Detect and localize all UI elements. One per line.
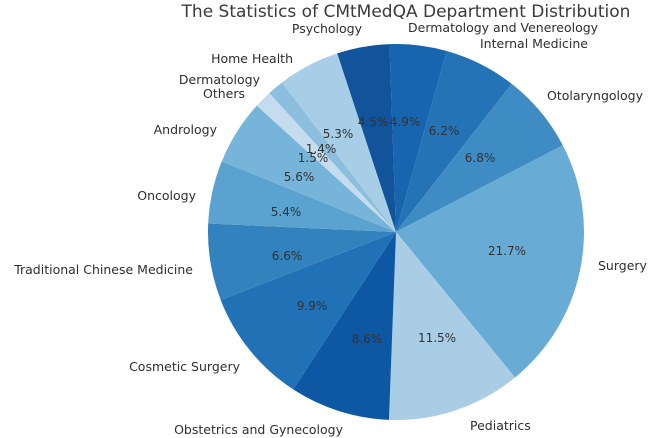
slice-pct-otolaryngology: 6.8% xyxy=(464,151,496,165)
pie-slice-andrology xyxy=(221,105,396,232)
slice-label-surgery: Surgery xyxy=(598,257,647,273)
slice-pct-internal-medicine: 6.2% xyxy=(428,124,460,138)
slice-pct-others: 1.5% xyxy=(297,151,329,165)
chart-title: The Statistics of CMtMedQA Department Di… xyxy=(181,2,631,22)
slice-label-dermatology: Dermatology xyxy=(178,71,260,87)
slice-pct-surgery: 21.7% xyxy=(487,244,527,258)
pie-slice-dermatology xyxy=(269,82,396,232)
slice-pct-oncology: 5.4% xyxy=(270,205,302,219)
slice-label-oncology: Oncology xyxy=(137,187,196,203)
slice-pct-home-health: 5.3% xyxy=(322,127,354,141)
pie-slice-home-health xyxy=(282,53,396,232)
slice-pct-cosmetic-surgery: 9.9% xyxy=(296,299,328,313)
pie-slice-otolaryngology xyxy=(396,83,563,232)
slice-label-andrology: Andrology xyxy=(153,121,217,137)
slice-label-internal-medicine: Internal Medicine xyxy=(480,35,588,51)
slice-label-traditional-chinese-medicine: Traditional Chinese Medicine xyxy=(14,261,193,277)
pie-slice-traditional-chinese-medicine xyxy=(207,223,396,300)
pie-slice-obstetrics-and-gynecology xyxy=(293,232,396,420)
slice-pct-traditional-chinese-medicine: 6.6% xyxy=(271,249,303,263)
slice-label-psychology: Psychology xyxy=(291,20,362,36)
pie-slice-others xyxy=(256,93,396,232)
slice-label-home-health: Home Health xyxy=(211,50,293,66)
slice-label-obstetrics-and-gynecology: Obstetrics and Gynecology xyxy=(174,421,343,437)
pie-slice-dermatology-and-venereology xyxy=(389,43,447,232)
slice-label-cosmetic-surgery: Cosmetic Surgery xyxy=(129,358,240,374)
slice-pct-dermatology-and-venereology: 4.9% xyxy=(389,115,421,129)
pie-slice-internal-medicine xyxy=(396,50,512,233)
slice-pct-obstetrics-and-gynecology: 8.6% xyxy=(351,332,383,346)
pie-slice-cosmetic-surgery xyxy=(220,232,396,390)
pie-slice-oncology xyxy=(208,161,396,232)
slice-pct-pediatrics: 11.5% xyxy=(417,331,457,345)
slice-label-dermatology-and-venereology: Dermatology and Venereology xyxy=(408,19,599,35)
slice-pct-psychology: 4.5% xyxy=(357,115,389,129)
pie-slice-psychology xyxy=(337,44,396,232)
slice-label-others: Others xyxy=(202,85,245,101)
slice-pct-andrology: 5.6% xyxy=(283,170,315,184)
slice-pct-dermatology: 1.4% xyxy=(305,142,337,156)
slice-label-otolaryngology: Otolaryngology xyxy=(547,87,644,103)
pie-slice-surgery xyxy=(396,145,584,378)
slice-label-pediatrics: Pediatrics xyxy=(470,417,531,433)
pie-slice-pediatrics xyxy=(388,232,516,421)
